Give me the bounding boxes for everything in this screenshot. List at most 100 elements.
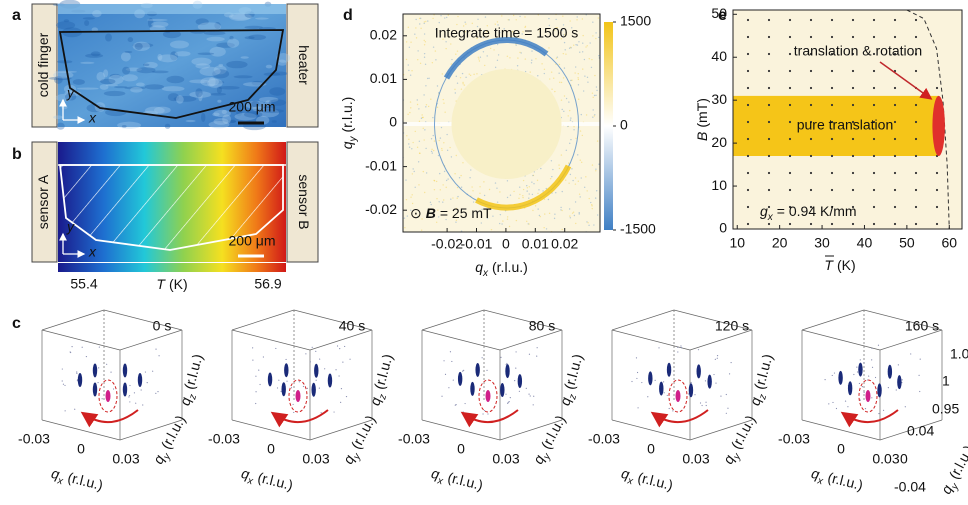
noise	[524, 16, 525, 17]
noise	[430, 202, 431, 203]
noise	[437, 210, 438, 211]
qy-tick-label: -0.04	[894, 479, 926, 495]
noise	[349, 359, 350, 360]
qy-label: qy(r.l.u.)	[937, 442, 968, 498]
texture	[222, 114, 231, 124]
symbol: T	[156, 276, 166, 292]
noise	[570, 80, 571, 81]
noise	[565, 179, 566, 180]
colorbar-max: 56.9	[254, 276, 281, 292]
noise	[553, 77, 554, 78]
noise	[416, 37, 417, 38]
y-tick-label: 40	[711, 48, 727, 64]
noise	[425, 85, 426, 86]
noise	[507, 216, 508, 217]
noise	[312, 347, 313, 348]
colorbar-label: T(K)	[156, 276, 187, 292]
noise	[255, 391, 256, 392]
noise	[462, 371, 463, 372]
measurement-point	[831, 223, 833, 225]
noise	[574, 215, 575, 216]
noise	[456, 155, 457, 156]
noise	[411, 194, 412, 195]
noise	[411, 148, 412, 149]
peak	[78, 373, 82, 387]
noise	[572, 180, 573, 181]
noise	[422, 117, 423, 118]
peak	[268, 372, 272, 386]
noise	[594, 115, 595, 116]
noise	[578, 79, 579, 80]
noise	[419, 121, 420, 122]
noise	[554, 214, 555, 215]
noise	[496, 188, 497, 189]
noise	[570, 119, 571, 120]
noise	[564, 67, 565, 68]
measurement-point	[873, 206, 875, 208]
noise	[497, 60, 498, 61]
noise	[559, 64, 560, 65]
measurement-point	[810, 138, 812, 140]
noise	[582, 35, 583, 36]
noise	[515, 351, 516, 352]
qx-tick-label: 0.03	[872, 451, 899, 467]
colorbar-tick-label: 1500	[620, 13, 651, 29]
noise	[129, 401, 130, 402]
noise	[406, 59, 407, 60]
panel-label: b	[12, 146, 22, 163]
noise	[705, 380, 706, 381]
unit: (r.l.u.)	[826, 469, 865, 493]
noise	[514, 380, 515, 381]
measurement-point	[894, 223, 896, 225]
noise	[636, 357, 637, 358]
noise	[563, 77, 564, 78]
x-tick-label: 0.02	[551, 236, 578, 252]
noise	[445, 374, 446, 375]
noise	[565, 53, 566, 54]
noise	[595, 168, 596, 169]
texture	[85, 54, 103, 58]
noise	[531, 182, 532, 183]
noise	[578, 99, 579, 100]
noise	[528, 223, 529, 224]
noise	[480, 56, 481, 57]
measurement-point	[789, 87, 791, 89]
axis-name: x	[88, 110, 97, 126]
noise	[321, 412, 322, 413]
region-label: pure translation	[797, 117, 894, 133]
noise	[596, 190, 597, 191]
noise	[587, 222, 588, 223]
measurement-point	[768, 155, 770, 157]
noise	[113, 388, 114, 389]
noise	[479, 193, 480, 194]
rotation-arrow	[84, 410, 138, 422]
noise	[705, 402, 706, 403]
texture	[234, 75, 253, 78]
measurement-point	[789, 70, 791, 72]
texture	[186, 120, 196, 122]
noise	[406, 199, 407, 200]
symbol: q	[339, 141, 355, 149]
noise	[484, 195, 485, 196]
noise	[427, 20, 428, 21]
noise	[502, 220, 503, 221]
measurement-point	[873, 70, 875, 72]
y-tick-label: 10	[711, 177, 727, 193]
noise	[568, 183, 569, 184]
noise	[446, 187, 447, 188]
texture	[83, 17, 95, 19]
noise	[420, 63, 421, 64]
noise	[485, 16, 486, 17]
noise	[441, 148, 442, 149]
noise	[919, 391, 920, 392]
box-edge	[612, 310, 674, 330]
noise	[592, 109, 593, 110]
peak	[328, 374, 332, 388]
noise	[859, 383, 860, 384]
noise	[417, 59, 418, 60]
noise	[424, 40, 425, 41]
measurement-point	[747, 155, 749, 157]
noise	[470, 169, 471, 170]
noise	[435, 50, 436, 51]
noise	[158, 355, 159, 356]
